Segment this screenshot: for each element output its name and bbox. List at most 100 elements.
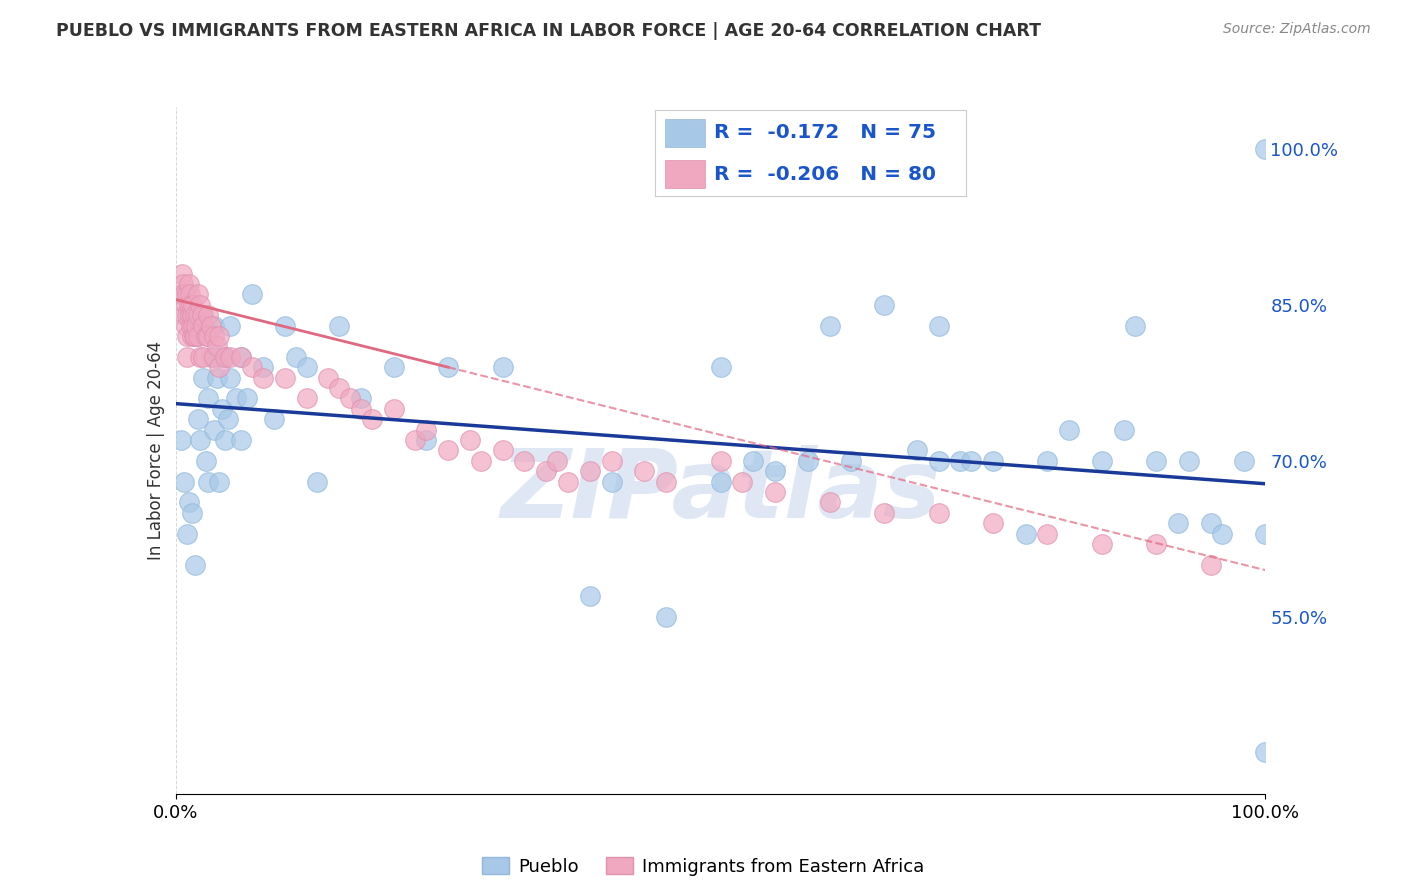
Point — [191, 318, 214, 333]
Point — [513, 454, 536, 468]
Text: Source: ZipAtlas.com: Source: ZipAtlas.com — [1223, 22, 1371, 37]
Point — [579, 589, 602, 603]
Point — [184, 558, 207, 572]
Point — [186, 287, 209, 301]
Point — [191, 370, 214, 384]
Point — [197, 475, 219, 489]
Point — [960, 454, 983, 468]
Point — [208, 329, 231, 343]
Point — [1091, 537, 1114, 551]
Point — [579, 464, 602, 478]
Point — [295, 392, 318, 406]
Point — [307, 475, 329, 489]
Point — [208, 360, 231, 375]
Point — [1199, 558, 1222, 572]
Point — [176, 287, 198, 301]
Point — [219, 318, 242, 333]
Point — [437, 360, 460, 375]
Point — [188, 433, 211, 447]
Point — [328, 318, 350, 333]
Point — [928, 506, 950, 520]
Point — [186, 329, 209, 343]
Point — [534, 464, 557, 478]
Point — [186, 329, 209, 343]
Point — [231, 350, 253, 364]
Point — [219, 350, 242, 364]
Point — [274, 370, 297, 384]
Point — [1057, 423, 1080, 437]
Point — [202, 329, 225, 343]
Point — [328, 381, 350, 395]
Point — [1036, 454, 1059, 468]
Point — [181, 506, 204, 520]
Legend: Pueblo, Immigrants from Eastern Africa: Pueblo, Immigrants from Eastern Africa — [475, 850, 931, 883]
Point — [600, 454, 623, 468]
Point — [172, 267, 194, 281]
Point — [202, 350, 225, 364]
Point — [208, 350, 231, 364]
Point — [1232, 454, 1256, 468]
Point — [191, 308, 214, 322]
Point — [928, 454, 950, 468]
Point — [796, 454, 818, 468]
Point — [655, 475, 678, 489]
Point — [382, 360, 405, 375]
Point — [318, 370, 340, 384]
Point — [217, 412, 239, 426]
Point — [818, 495, 841, 509]
Point — [350, 401, 373, 416]
Point — [177, 495, 200, 509]
Point — [339, 392, 361, 406]
Point — [176, 526, 198, 541]
Point — [284, 350, 307, 364]
Point — [174, 318, 197, 333]
Point — [173, 308, 195, 322]
Text: ZIPatlas: ZIPatlas — [501, 445, 941, 538]
Point — [200, 350, 222, 364]
Point — [470, 454, 492, 468]
Point — [873, 506, 896, 520]
Point — [1199, 516, 1222, 531]
Point — [202, 423, 225, 437]
Point — [180, 318, 202, 333]
Point — [240, 287, 263, 301]
Point — [263, 412, 285, 426]
Point — [546, 454, 568, 468]
Point — [1091, 454, 1114, 468]
Point — [492, 360, 515, 375]
Point — [710, 360, 733, 375]
Point — [208, 475, 231, 489]
Point — [205, 370, 228, 384]
Point — [763, 485, 786, 500]
Point — [295, 360, 318, 375]
Point — [188, 298, 211, 312]
Point — [274, 318, 297, 333]
Point — [181, 329, 204, 343]
Point — [949, 454, 972, 468]
Point — [1178, 454, 1201, 468]
Point — [981, 516, 1004, 531]
Point — [181, 298, 204, 312]
Point — [184, 308, 207, 322]
Point — [176, 329, 198, 343]
Y-axis label: In Labor Force | Age 20-64: In Labor Force | Age 20-64 — [146, 341, 165, 560]
Point — [214, 433, 236, 447]
Point — [170, 433, 193, 447]
Point — [177, 277, 200, 291]
Point — [252, 370, 274, 384]
Point — [557, 475, 579, 489]
Point — [710, 454, 733, 468]
Point — [184, 329, 207, 343]
Point — [492, 443, 515, 458]
Point — [176, 308, 198, 322]
Point — [235, 392, 257, 406]
Point — [252, 360, 274, 375]
Point — [177, 298, 200, 312]
Text: PUEBLO VS IMMIGRANTS FROM EASTERN AFRICA IN LABOR FORCE | AGE 20-64 CORRELATION : PUEBLO VS IMMIGRANTS FROM EASTERN AFRICA… — [56, 22, 1042, 40]
Point — [405, 433, 427, 447]
Point — [197, 329, 219, 343]
Point — [1112, 423, 1135, 437]
Point — [1254, 745, 1277, 759]
Point — [183, 329, 205, 343]
Point — [437, 443, 460, 458]
